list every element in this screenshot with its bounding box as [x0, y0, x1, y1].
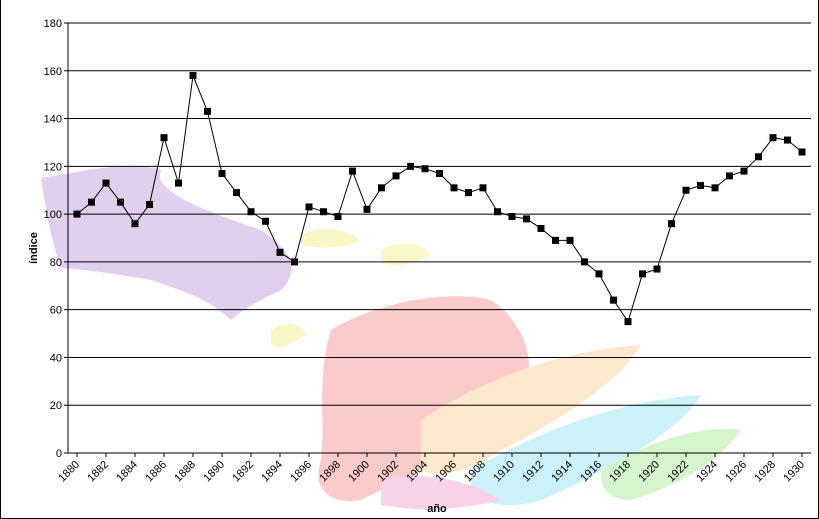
x-tick-label: 1928: [752, 459, 778, 485]
data-point: [436, 170, 443, 177]
y-tick-label: 40: [50, 352, 62, 364]
grid-lines: [68, 22, 811, 406]
y-axis-ticks: 0 20 40 60 80 100 120 140 160 180: [44, 18, 68, 460]
data-point: [334, 213, 342, 220]
data-point: [465, 189, 472, 197]
y-tick-label: 120: [44, 161, 62, 173]
data-point: [131, 220, 139, 228]
data-point: [697, 181, 704, 189]
data-point: [668, 220, 675, 228]
y-tick-label: 60: [50, 305, 62, 317]
x-tick-label: 1880: [56, 459, 82, 485]
y-tick-label: 0: [56, 448, 62, 460]
data-point: [711, 184, 719, 192]
data-point: [508, 213, 516, 220]
data-point: [262, 217, 269, 225]
data-point: [581, 258, 588, 266]
x-tick-label: 1892: [230, 459, 256, 485]
data-point: [233, 189, 240, 197]
series-layer: [73, 72, 806, 326]
data-point: [117, 198, 124, 206]
data-point: [624, 318, 632, 326]
background-watermark: [41, 165, 741, 510]
data-point: [276, 248, 284, 256]
y-tick-label: 180: [44, 18, 62, 30]
data-point: [305, 203, 313, 211]
x-axis-label: año: [427, 503, 447, 515]
data-point: [769, 134, 777, 142]
data-point: [784, 136, 791, 144]
x-tick-label: 1894: [259, 459, 285, 485]
x-tick-label: 1884: [114, 459, 140, 485]
x-tick-label: 1886: [143, 459, 169, 485]
data-point: [247, 208, 255, 216]
data-point: [537, 224, 545, 232]
data-point: [160, 134, 168, 142]
data-point: [392, 172, 400, 180]
data-point: [218, 170, 226, 177]
data-point: [204, 107, 211, 115]
data-point: [291, 258, 298, 266]
data-point: [175, 179, 182, 187]
y-tick-label: 80: [50, 257, 62, 269]
x-tick-label: 1890: [201, 459, 227, 485]
x-tick-label: 1926: [723, 459, 749, 485]
x-tick-label: 1882: [85, 459, 111, 485]
data-point: [73, 210, 81, 218]
data-point: [755, 153, 762, 161]
x-tick-label: 1896: [288, 459, 314, 485]
x-tick-label: 1930: [781, 459, 807, 485]
y-tick-label: 20: [50, 400, 62, 412]
data-point: [798, 148, 806, 156]
data-point: [378, 184, 385, 192]
y-tick-label: 160: [44, 66, 62, 78]
data-point: [479, 184, 487, 192]
data-point: [407, 162, 414, 170]
y-tick-label: 140: [44, 114, 62, 126]
data-point: [523, 215, 530, 223]
data-point: [552, 236, 559, 244]
data-point: [102, 179, 110, 187]
axes: [67, 23, 811, 454]
data-point: [421, 165, 429, 173]
x-tick-label: 1888: [172, 459, 198, 485]
data-point: [610, 296, 617, 304]
y-tick-label: 100: [44, 209, 62, 221]
data-point: [726, 172, 733, 180]
data-point: [88, 198, 95, 206]
data-point: [494, 208, 501, 216]
data-point: [450, 184, 458, 192]
data-point: [595, 270, 603, 278]
y-axis-label: índice: [28, 232, 40, 264]
data-point: [653, 265, 661, 273]
data-point: [682, 186, 690, 194]
data-point: [320, 208, 327, 216]
data-point: [349, 167, 356, 175]
data-point: [740, 167, 748, 175]
data-point: [639, 270, 646, 278]
data-point: [566, 236, 574, 244]
data-point: [189, 72, 197, 80]
data-point: [146, 201, 153, 209]
data-point: [363, 205, 371, 213]
